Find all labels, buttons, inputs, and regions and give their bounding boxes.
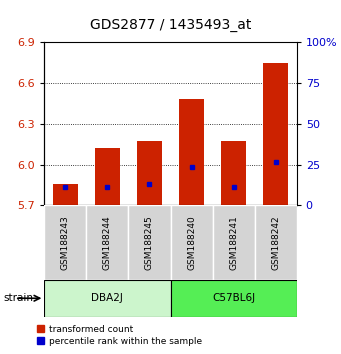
Text: DBA2J: DBA2J	[91, 293, 123, 303]
Text: GSM188240: GSM188240	[187, 215, 196, 270]
Text: GDS2877 / 1435493_at: GDS2877 / 1435493_at	[90, 18, 251, 32]
Bar	[95, 148, 120, 205]
Text: GSM188243: GSM188243	[61, 215, 70, 270]
Bar	[53, 184, 78, 205]
Legend: transformed count, percentile rank within the sample: transformed count, percentile rank withi…	[37, 325, 202, 346]
Bar	[221, 141, 246, 205]
Bar	[137, 141, 162, 205]
FancyBboxPatch shape	[170, 205, 212, 280]
FancyBboxPatch shape	[44, 205, 86, 280]
Text: GSM188241: GSM188241	[229, 215, 238, 270]
FancyBboxPatch shape	[44, 280, 170, 317]
Bar	[179, 99, 204, 205]
FancyBboxPatch shape	[129, 205, 170, 280]
Text: GSM188245: GSM188245	[145, 215, 154, 270]
Bar	[263, 63, 288, 205]
Text: GSM188242: GSM188242	[271, 215, 280, 270]
FancyBboxPatch shape	[86, 205, 129, 280]
Text: strain: strain	[3, 293, 33, 303]
FancyBboxPatch shape	[212, 205, 255, 280]
Text: C57BL6J: C57BL6J	[212, 293, 255, 303]
Text: GSM188244: GSM188244	[103, 215, 112, 270]
FancyBboxPatch shape	[255, 205, 297, 280]
FancyBboxPatch shape	[170, 280, 297, 317]
